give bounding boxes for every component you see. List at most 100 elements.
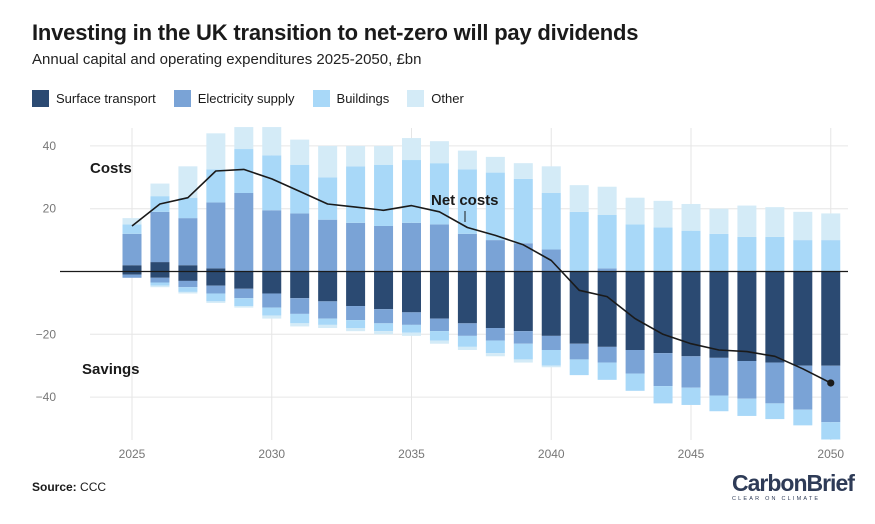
bar-cost-electricity-supply <box>402 222 421 272</box>
bar-saving-electricity-supply <box>541 335 561 350</box>
bar-cost-other <box>597 186 617 215</box>
bar-saving-buildings <box>178 287 198 292</box>
bar-cost-buildings <box>737 236 757 272</box>
x-tick-label: 2040 <box>538 447 565 461</box>
bar-cost-other <box>290 139 310 165</box>
bar-cost-other <box>429 141 449 164</box>
bar-saving-other <box>262 315 282 319</box>
bar-saving-surface-transport <box>122 271 142 275</box>
bar-cost-electricity-supply <box>122 233 142 266</box>
bar-saving-electricity-supply <box>262 293 282 308</box>
bar-saving-other <box>402 332 421 336</box>
logo-part2: Brief <box>806 470 855 496</box>
bar-saving-buildings <box>737 398 757 416</box>
bar-saving-surface-transport <box>150 271 170 278</box>
bar-saving-electricity-supply <box>429 318 449 332</box>
bar-saving-electricity-supply <box>709 357 729 396</box>
bar-cost-other <box>653 200 673 228</box>
bar-saving-buildings <box>262 307 282 316</box>
bar-cost-other <box>513 163 533 179</box>
bar-saving-buildings <box>346 320 366 329</box>
bar-saving-buildings <box>402 324 421 333</box>
legend-item-other: Other <box>407 90 464 107</box>
bar-saving-buildings <box>597 362 617 380</box>
bar-saving-surface-transport <box>765 271 785 363</box>
bar-cost-buildings <box>541 193 561 250</box>
chart-subtitle: Annual capital and operating expenditure… <box>32 51 422 68</box>
bar-cost-other <box>150 183 170 197</box>
bar-saving-electricity-supply <box>402 312 421 325</box>
bar-saving-buildings <box>765 403 785 420</box>
bar-saving-other <box>346 328 366 332</box>
bar-cost-other <box>541 166 561 193</box>
bar-saving-electricity-supply <box>457 323 477 336</box>
bar-cost-buildings <box>262 155 282 211</box>
bar-cost-other <box>821 213 841 241</box>
bar-cost-other <box>262 127 282 156</box>
bar-saving-electricity-supply <box>821 365 841 423</box>
logo-tagline: CLEAR ON CLIMATE <box>732 496 821 502</box>
bar-saving-electricity-supply <box>625 350 645 374</box>
bar-cost-surface-transport <box>150 262 170 272</box>
bar-cost-buildings <box>597 214 617 269</box>
legend-swatch <box>173 90 191 107</box>
bar-saving-buildings <box>681 387 701 405</box>
bar-saving-other <box>513 359 533 363</box>
bar-saving-surface-transport <box>402 271 421 313</box>
bar-saving-electricity-supply <box>765 362 785 404</box>
legend-label: Surface transport <box>56 91 156 106</box>
bar-saving-buildings <box>374 323 394 332</box>
y-tick-label: −40 <box>36 390 57 404</box>
bar-cost-buildings <box>709 233 729 272</box>
bar-saving-buildings <box>569 359 589 376</box>
bar-cost-buildings <box>346 166 366 223</box>
bar-saving-buildings <box>653 386 673 404</box>
bar-cost-electricity-supply <box>262 210 282 272</box>
bar-cost-other <box>569 185 589 212</box>
annotation-net-costs: Net costs <box>431 192 499 209</box>
legend-swatch <box>32 90 49 107</box>
bar-cost-other <box>793 211 813 241</box>
bar-cost-other <box>681 203 701 231</box>
bar-cost-buildings <box>457 169 477 234</box>
bar-cost-buildings <box>178 197 198 219</box>
bar-saving-surface-transport <box>513 271 533 332</box>
bar-saving-other <box>374 331 394 335</box>
bar-cost-other <box>206 133 226 170</box>
bar-cost-other <box>457 150 477 170</box>
bar-saving-buildings <box>457 335 477 347</box>
x-tick-label: 2025 <box>119 447 146 461</box>
bar-cost-buildings <box>234 149 254 193</box>
bar-cost-electricity-supply <box>429 224 449 272</box>
net-costs-endpoint <box>827 379 835 387</box>
bar-saving-buildings <box>206 293 226 302</box>
bar-saving-buildings <box>625 373 645 391</box>
bar-saving-buildings <box>290 313 310 324</box>
bar-saving-electricity-supply <box>597 346 617 363</box>
bar-saving-other <box>429 340 449 344</box>
bar-cost-buildings <box>765 236 785 272</box>
bar-saving-surface-transport <box>429 271 449 319</box>
bar-saving-other <box>485 353 505 357</box>
bar-saving-electricity-supply <box>206 285 226 294</box>
bar-saving-buildings <box>513 343 533 360</box>
bar-saving-surface-transport <box>737 271 757 361</box>
bar-saving-electricity-supply <box>234 288 254 299</box>
bar-cost-buildings <box>402 160 421 223</box>
bar-cost-electricity-supply <box>178 218 198 266</box>
bar-saving-electricity-supply <box>681 356 701 388</box>
bar-saving-electricity-supply <box>346 306 366 321</box>
bar-saving-electricity-supply <box>374 309 394 324</box>
legend-label: Buildings <box>336 91 390 106</box>
bar-cost-electricity-supply <box>374 225 394 272</box>
bar-saving-surface-transport <box>597 271 617 347</box>
bar-cost-buildings <box>513 178 533 244</box>
bar-cost-buildings <box>625 224 645 272</box>
y-tick-label: 40 <box>43 139 57 153</box>
bar-cost-buildings <box>569 211 589 272</box>
source-label: Source: <box>32 480 77 494</box>
source-note: Source: CCC <box>32 480 106 494</box>
bar-saving-buildings <box>541 350 561 366</box>
bar-saving-electricity-supply <box>485 328 505 341</box>
